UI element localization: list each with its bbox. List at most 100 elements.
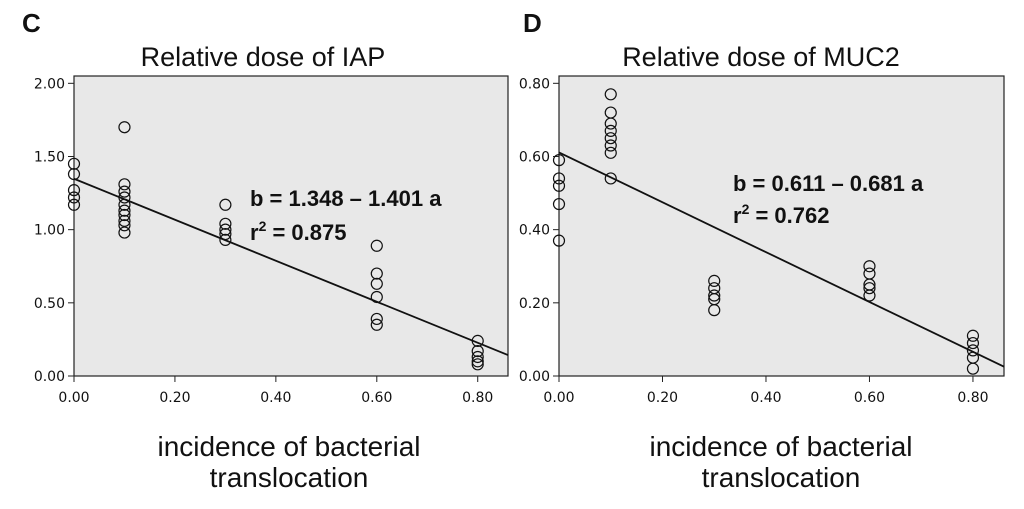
r-squared-value: = 0.875: [266, 220, 346, 245]
x-axis-label-line-1: incidence of bacterial: [649, 431, 912, 462]
data-point: [219, 233, 232, 247]
data-point: [552, 197, 566, 211]
data-point: [118, 191, 131, 204]
x-tick-label: 0.40: [260, 390, 291, 406]
axis-ticks: 0.00 0.50 1.00 1.50 2.00 0.00 0.20 0.40 0.60 0.80: [34, 76, 493, 406]
y-tick-label: 1.50: [34, 149, 65, 165]
data-point: [604, 117, 617, 130]
data-point: [67, 184, 81, 197]
x-tick-label: 0.00: [58, 390, 89, 406]
data-point: [708, 304, 721, 317]
y-tick-label: 0.00: [34, 369, 65, 385]
y-tick-label: 0.40: [519, 223, 550, 239]
regression-line: [558, 151, 1005, 368]
data-point: [67, 191, 81, 204]
y-tick-label: 0.60: [519, 149, 550, 165]
x-tick-label: 0.80: [957, 390, 988, 406]
r-squared-symbol: r: [733, 203, 742, 228]
data-point: [604, 139, 617, 152]
data-point: [966, 362, 980, 375]
data-point: [118, 226, 131, 239]
r-squared-value: = 0.762: [749, 203, 829, 228]
data-point: [966, 344, 980, 357]
x-tick-label: 0.20: [647, 390, 678, 406]
chart-title: Relative dose of MUC2: [622, 42, 900, 72]
data-point: [118, 178, 131, 191]
data-point: [552, 172, 566, 185]
data-point: [604, 88, 617, 101]
panel-letter: D: [523, 8, 542, 38]
plot-area: [558, 75, 1005, 377]
regression-line: [73, 177, 509, 356]
data-point: [118, 121, 131, 134]
regression-equation: b = 1.348 – 1.401 a: [250, 186, 442, 211]
axis-ticks: 0.00 0.20 0.40 0.60 0.80 0.00 0.20 0.40 0.60 0.80: [519, 76, 989, 406]
data-point: [863, 260, 876, 273]
chart-title: Relative dose of IAP: [141, 42, 386, 72]
panel-c: C Relative dose of IAP 0.00 0.50 1.00 1.50 2…: [22, 8, 509, 493]
data-point: [471, 355, 484, 368]
panel-d: D Relative dose of MUC2 0.00 0.20 0.40 0.60…: [519, 8, 1005, 493]
x-tick-label: 0.60: [361, 390, 392, 406]
data-point: [118, 219, 131, 232]
x-tick-label: 0.60: [854, 390, 885, 406]
r-squared: r2 = 0.762: [733, 201, 830, 228]
data-point: [604, 132, 617, 145]
data-point: [118, 204, 131, 217]
x-axis-label-line-2: translocation: [702, 462, 861, 493]
panel-letter: C: [22, 8, 41, 38]
data-point: [863, 289, 876, 302]
data-point: [471, 334, 484, 347]
x-tick-label: 0.40: [750, 390, 781, 406]
data-point: [604, 124, 617, 137]
data-point: [370, 318, 383, 331]
data-point: [708, 289, 721, 302]
y-tick-label: 1.00: [34, 223, 65, 239]
y-tick-label: 0.80: [519, 76, 550, 92]
data-point: [604, 146, 617, 159]
data-point: [966, 336, 980, 350]
x-tick-label: 0.80: [462, 390, 493, 406]
data-point: [219, 198, 232, 211]
data-point: [370, 312, 383, 326]
data-point: [219, 223, 232, 236]
x-axis-label-line-2: translocation: [210, 462, 369, 493]
r-squared: r2 = 0.875: [250, 218, 347, 245]
data-point: [471, 345, 484, 358]
data-points: [552, 88, 980, 375]
data-point: [370, 239, 383, 252]
data-point: [471, 350, 484, 364]
data-point: [471, 358, 484, 371]
x-axis-label-line-1: incidence of bacterial: [157, 431, 420, 462]
r-squared-symbol: r: [250, 220, 259, 245]
data-point: [966, 329, 980, 342]
x-tick-label: 0.20: [159, 390, 190, 406]
data-point: [604, 172, 617, 185]
data-point: [67, 157, 81, 170]
r-squared-superscript: 2: [742, 201, 750, 217]
y-tick-label: 2.00: [34, 76, 65, 92]
r-squared-superscript: 2: [259, 218, 267, 234]
data-point: [552, 234, 566, 247]
data-point: [118, 198, 131, 211]
data-point: [863, 282, 876, 295]
data-point: [219, 217, 232, 230]
data-point: [219, 227, 232, 241]
data-point: [67, 198, 81, 211]
data-point: [552, 154, 566, 167]
data-point: [552, 179, 566, 192]
x-tick-label: 0.00: [543, 390, 574, 406]
regression-equation: b = 0.611 – 0.681 a: [733, 171, 924, 196]
data-point: [118, 185, 131, 198]
y-tick-label: 0.20: [519, 296, 550, 312]
y-tick-label: 0.50: [34, 296, 65, 312]
data-point: [118, 208, 131, 222]
data-point: [370, 277, 383, 290]
data-point: [370, 290, 383, 304]
y-tick-label: 0.00: [519, 369, 550, 385]
data-point: [67, 167, 81, 181]
data-point: [708, 274, 721, 287]
data-point: [118, 214, 131, 227]
data-point: [370, 267, 383, 280]
